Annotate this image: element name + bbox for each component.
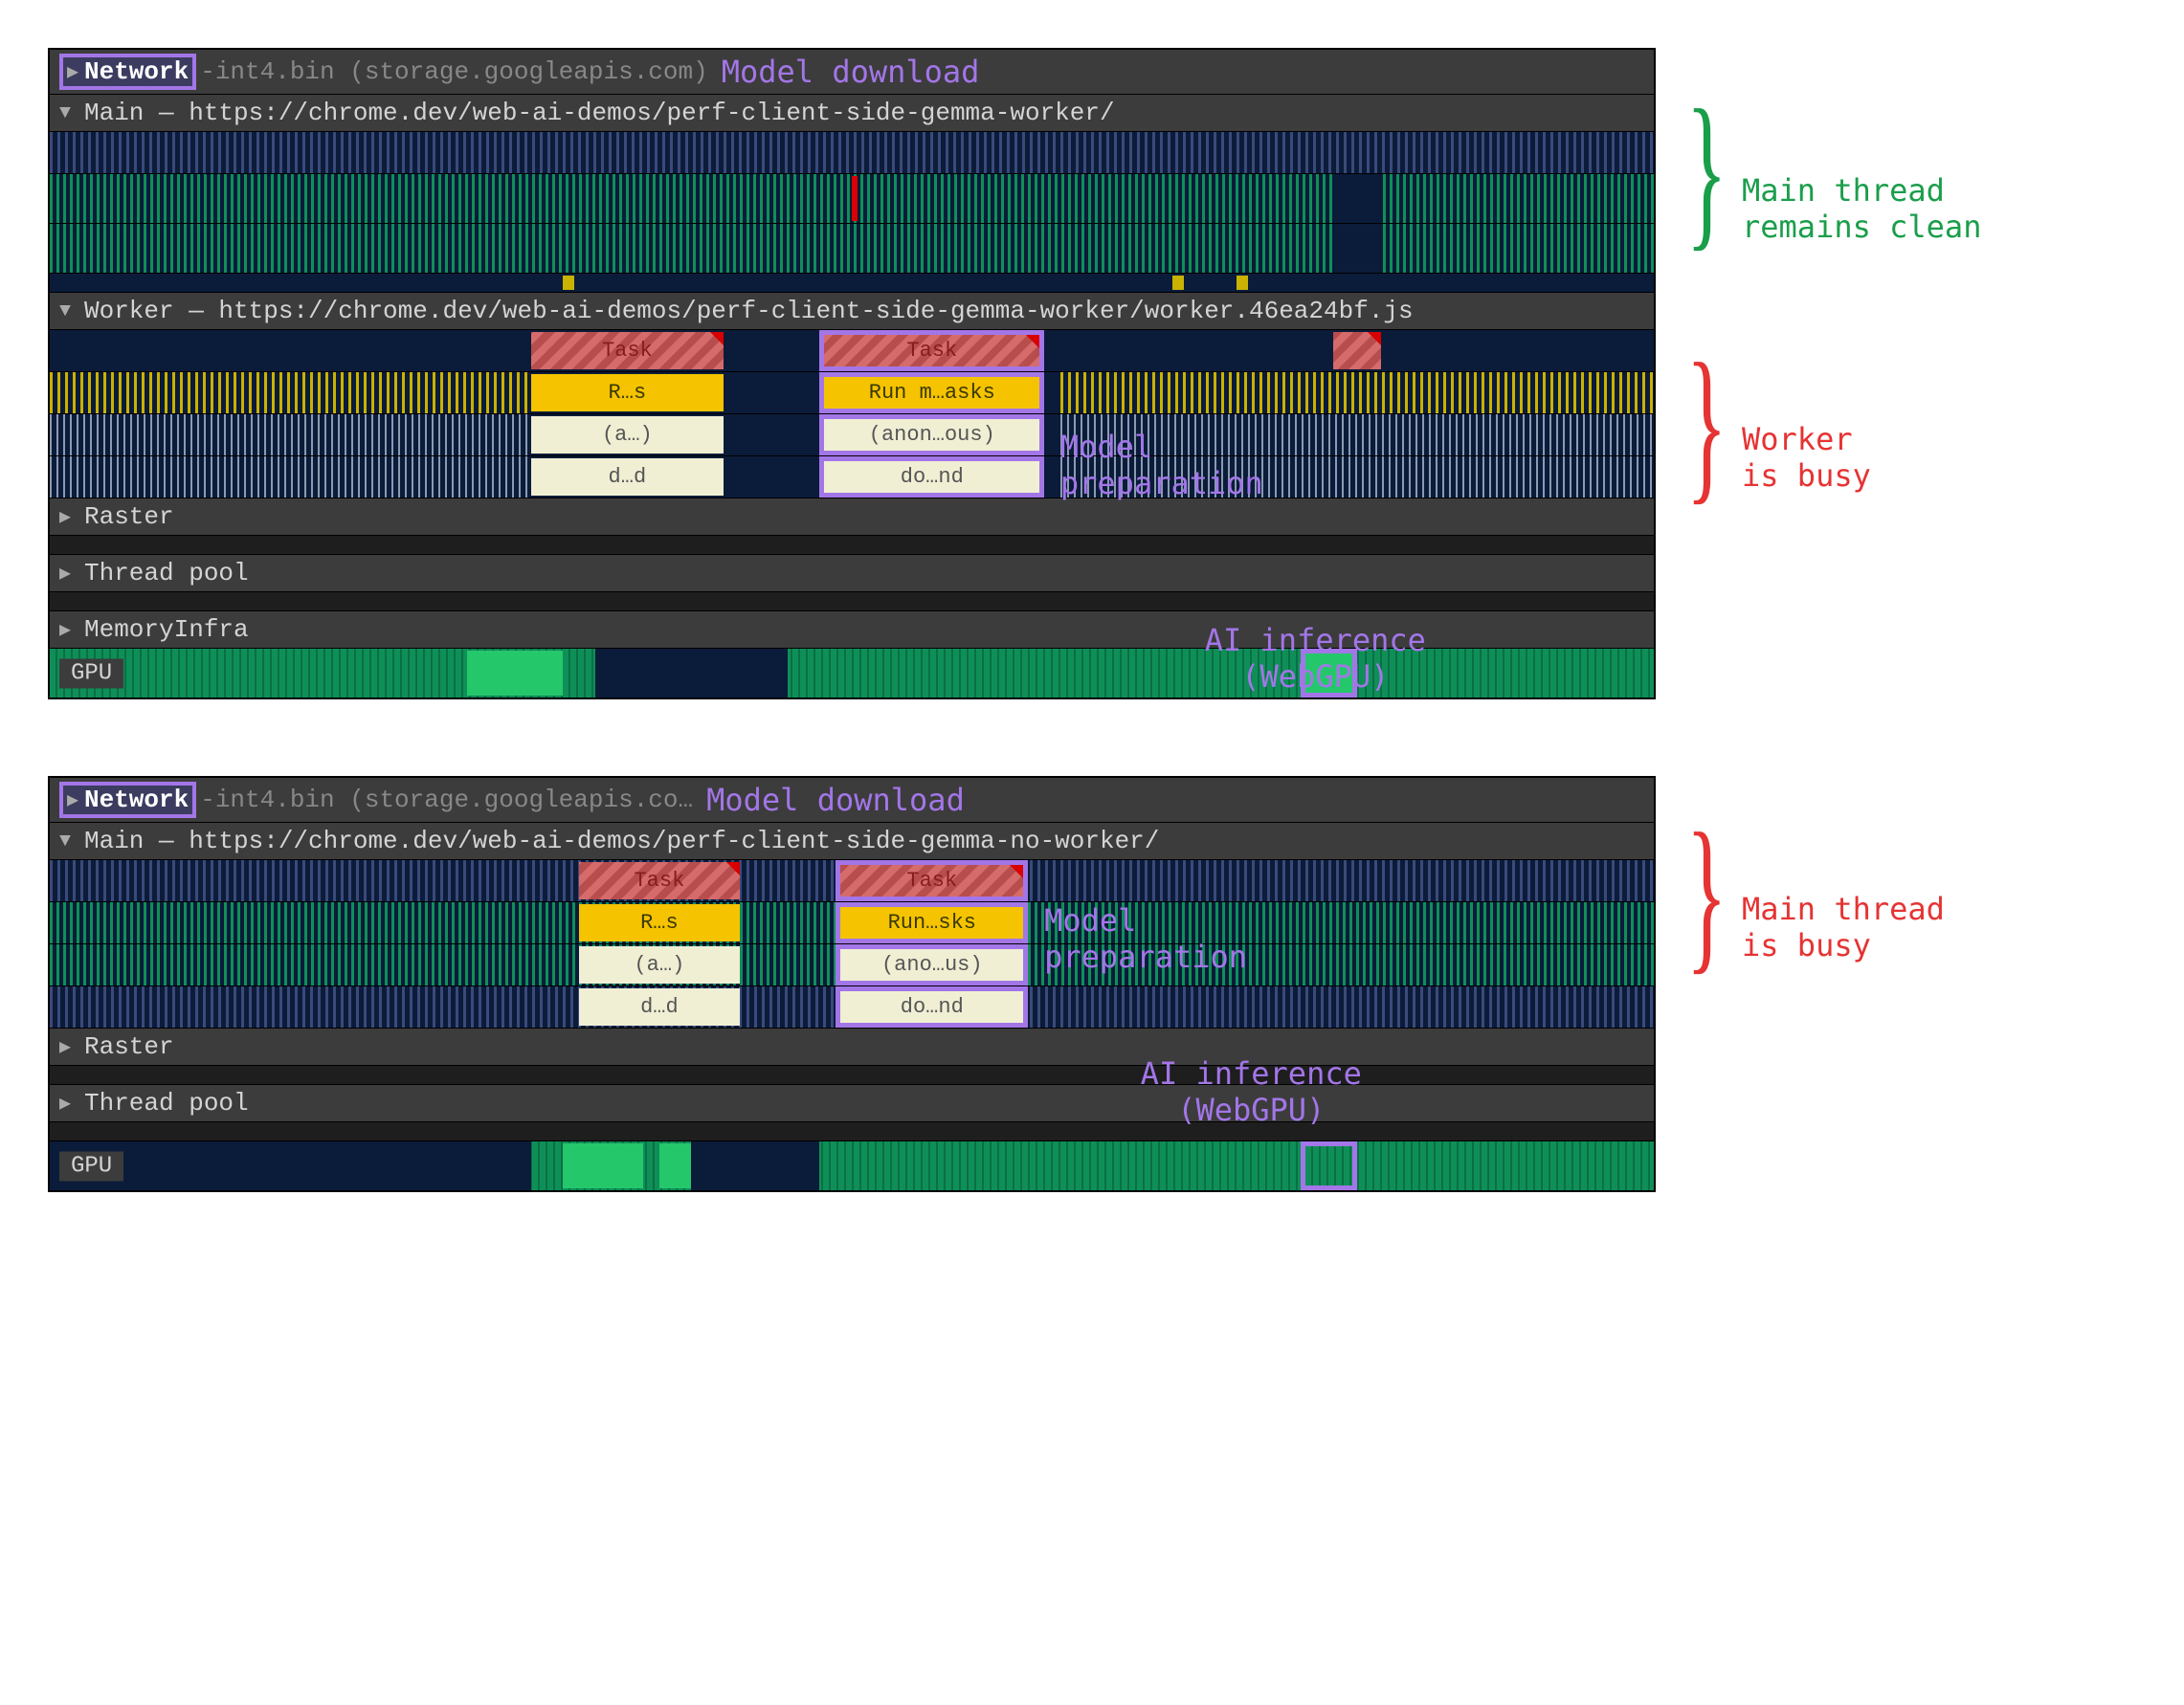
disclosure-right-icon[interactable]: ▶ xyxy=(67,787,84,812)
fn-block-highlight[interactable]: Run m…asks xyxy=(819,372,1044,413)
worker-lane-task[interactable]: Task Task xyxy=(50,329,1654,371)
raster-track-header[interactable]: ▶ Raster xyxy=(50,1028,1654,1065)
thread-pool-lane[interactable] xyxy=(50,1121,1654,1140)
main-lane-task[interactable]: Task Task xyxy=(50,859,1654,901)
fn-block[interactable]: R…s xyxy=(579,904,740,941)
gpu-lane[interactable]: GPU xyxy=(50,1140,1654,1190)
disclosure-down-icon[interactable]: ▼ xyxy=(59,102,77,124)
thread-pool-label: Thread pool xyxy=(84,559,249,587)
gpu-highlight xyxy=(1301,1141,1357,1190)
network-label: Network xyxy=(84,786,189,814)
annot-ai-inference: AI inference (WebGPU) xyxy=(1205,622,1426,695)
main-lane-do[interactable]: d…d do…nd xyxy=(50,985,1654,1028)
disclosure-right-icon[interactable]: ▶ xyxy=(59,1091,77,1116)
annot-model-download: Model download xyxy=(722,54,980,90)
fn-block-highlight[interactable]: Run…sks xyxy=(836,902,1028,943)
do-block[interactable]: d…d xyxy=(579,988,740,1026)
annot-model-download: Model download xyxy=(706,782,965,818)
annot-main-busy: Main thread is busy xyxy=(1742,891,1945,963)
main-lane-4[interactable] xyxy=(50,273,1654,292)
gpu-label: GPU xyxy=(59,658,123,688)
brace-icon: } xyxy=(1686,110,1727,231)
gpu-label: GPU xyxy=(59,1151,123,1181)
anon-block[interactable]: (a…) xyxy=(531,416,724,454)
anon-block[interactable]: (a…) xyxy=(579,946,740,984)
disclosure-right-icon[interactable]: ▶ xyxy=(59,504,77,529)
annot-model-prep: Model preparation xyxy=(1044,902,1247,975)
disclosure-right-icon[interactable]: ▶ xyxy=(59,617,77,642)
main-lane-3[interactable] xyxy=(50,223,1654,273)
network-highlight-box: ▶ Network xyxy=(59,54,196,90)
raster-label: Raster xyxy=(84,502,174,531)
main-lane-2[interactable] xyxy=(50,173,1654,223)
fn-block[interactable]: R…s xyxy=(531,374,724,411)
annot-main-clean: Main thread remains clean xyxy=(1742,172,1981,245)
do-block-highlight[interactable]: do…nd xyxy=(819,456,1044,498)
main-lane-anon[interactable]: (a…) (ano…us) xyxy=(50,943,1654,985)
task-sliver[interactable] xyxy=(1333,332,1381,369)
disclosure-right-icon[interactable]: ▶ xyxy=(59,561,77,586)
devtools-panel: ▶ Network -int4.bin (storage.googleapis.… xyxy=(48,48,1656,699)
raster-lane[interactable] xyxy=(50,535,1654,554)
raster-lane[interactable] xyxy=(50,1065,1654,1084)
network-file-label: -int4.bin (storage.googleapis.com) xyxy=(200,57,708,86)
network-highlight-box: ▶ Network xyxy=(59,782,196,818)
thread-pool-label: Thread pool xyxy=(84,1089,249,1118)
worker-lane-do[interactable]: d…d do…nd xyxy=(50,455,1654,498)
task-block[interactable]: Task xyxy=(579,862,740,899)
task-block[interactable]: Task xyxy=(531,332,724,369)
thread-pool-header[interactable]: ▶ Thread pool xyxy=(50,554,1654,591)
raster-track-header[interactable]: ▶ Raster xyxy=(50,498,1654,535)
network-label: Network xyxy=(84,57,189,86)
annot-ai-inference: AI inference (WebGPU) xyxy=(1141,1055,1362,1128)
do-block-highlight[interactable]: do…nd xyxy=(836,986,1028,1028)
brace-icon: } xyxy=(1686,364,1727,484)
do-block[interactable]: d…d xyxy=(531,458,724,496)
worker-lane-anon[interactable]: (a…) (anon…ous) xyxy=(50,413,1654,455)
disclosure-down-icon[interactable]: ▼ xyxy=(59,830,77,852)
disclosure-down-icon[interactable]: ▼ xyxy=(59,300,77,322)
worker-lane-yellow[interactable]: R…s Run m…asks xyxy=(50,371,1654,413)
disclosure-right-icon[interactable]: ▶ xyxy=(59,1034,77,1059)
devtools-panel: ▶ Network -int4.bin (storage.googleapis.… xyxy=(48,776,1656,1192)
task-block-highlight[interactable]: Task xyxy=(836,860,1028,901)
main-thread-header[interactable]: ▼ Main — https://chrome.dev/web-ai-demos… xyxy=(50,822,1654,859)
main-lane-1[interactable] xyxy=(50,131,1654,173)
flame-chart-no-worker: ▶ Network -int4.bin (storage.googleapis.… xyxy=(48,776,2136,1192)
annot-worker-busy: Worker is busy xyxy=(1742,421,1871,494)
network-file-label: -int4.bin (storage.googleapis.co… xyxy=(200,786,693,814)
network-track-header[interactable]: ▶ Network -int4.bin (storage.googleapis.… xyxy=(50,50,1654,94)
raster-label: Raster xyxy=(84,1032,174,1061)
task-block-highlight[interactable]: Task xyxy=(819,330,1044,371)
anon-block-highlight[interactable]: (ano…us) xyxy=(836,944,1028,985)
network-track-header[interactable]: ▶ Network -int4.bin (storage.googleapis.… xyxy=(50,778,1654,822)
main-thread-label: Main — https://chrome.dev/web-ai-demos/p… xyxy=(84,827,1159,855)
main-thread-label: Main — https://chrome.dev/web-ai-demos/p… xyxy=(84,99,1115,127)
anon-block-highlight[interactable]: (anon…ous) xyxy=(819,414,1044,455)
brace-icon: } xyxy=(1686,833,1727,954)
thread-pool-header[interactable]: ▶ Thread pool xyxy=(50,1084,1654,1121)
worker-thread-label: Worker — https://chrome.dev/web-ai-demos… xyxy=(84,297,1414,325)
disclosure-right-icon[interactable]: ▶ xyxy=(67,59,84,84)
memoryinfra-label: MemoryInfra xyxy=(84,615,249,644)
main-lane-yellow[interactable]: R…s Run…sks xyxy=(50,901,1654,943)
annot-model-prep: Model preparation xyxy=(1060,429,1263,501)
worker-thread-header[interactable]: ▼ Worker — https://chrome.dev/web-ai-dem… xyxy=(50,292,1654,329)
main-thread-header[interactable]: ▼ Main — https://chrome.dev/web-ai-demos… xyxy=(50,94,1654,131)
thread-pool-lane[interactable] xyxy=(50,591,1654,610)
flame-chart-with-worker: ▶ Network -int4.bin (storage.googleapis.… xyxy=(48,48,2136,699)
